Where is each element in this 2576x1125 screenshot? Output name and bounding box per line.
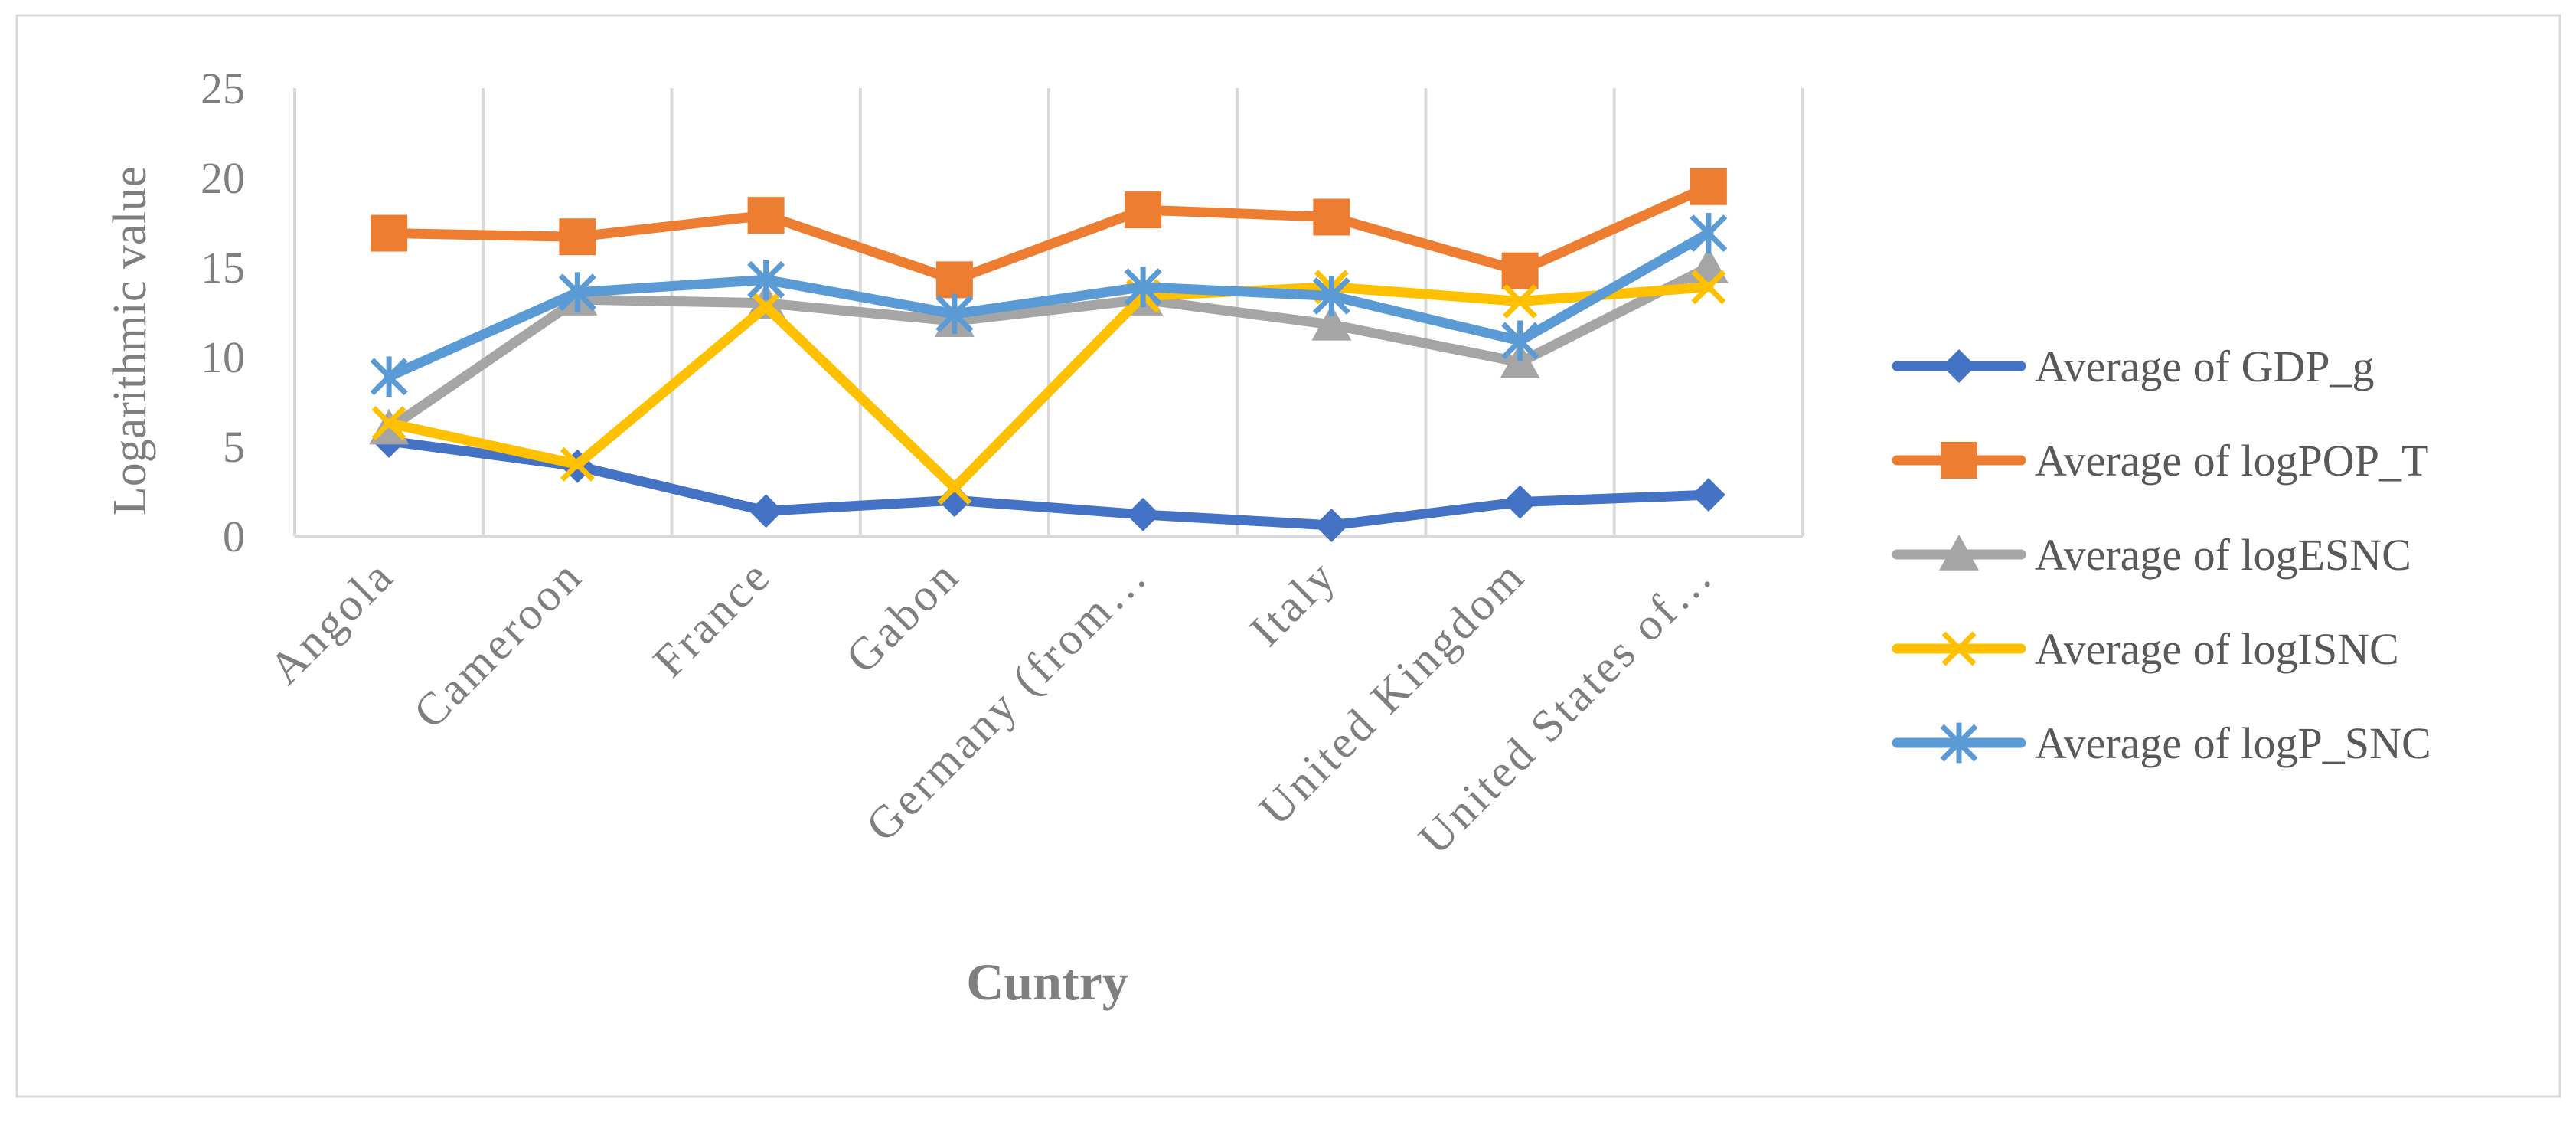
data-point: [1313, 198, 1350, 236]
data-point: [1503, 485, 1537, 519]
legend-marker: [1942, 349, 1976, 383]
legend-entry: Average of logISNC: [1892, 624, 2399, 674]
legend-entry: Average of logPOP_T: [1892, 436, 2428, 486]
data-point: [747, 197, 785, 234]
series-line: [384, 228, 1714, 382]
y-tick-label: 5: [223, 422, 245, 472]
legend-label: Average of logISNC: [2035, 624, 2399, 674]
data-point: [560, 446, 595, 482]
data-point: [937, 483, 971, 518]
data-point: [935, 261, 973, 299]
data-point: [1126, 497, 1161, 531]
legend-label: Average of logPOP_T: [2035, 436, 2428, 486]
legend-marker: [1939, 535, 1979, 571]
series: [369, 168, 1729, 542]
series-group: [371, 168, 1727, 299]
series-line: [384, 182, 1714, 285]
y-tick-label: 15: [201, 243, 245, 293]
legend-entry: Average of GDP_g: [1892, 342, 2374, 391]
legend-entry: Average of logESNC: [1892, 530, 2411, 580]
y-tick-label: 10: [201, 332, 245, 382]
legend-label: Average of GDP_g: [2035, 342, 2374, 391]
series-line: [384, 282, 1714, 493]
data-point: [1124, 267, 1162, 308]
y-axis-title: Logarithmic value: [104, 166, 156, 515]
data-point: [749, 289, 784, 324]
data-point: [559, 218, 596, 256]
y-tick-label: 25: [201, 64, 245, 113]
data-point: [371, 406, 406, 441]
data-point: [1314, 508, 1349, 542]
series-line: [384, 436, 1714, 531]
data-point: [371, 214, 408, 252]
legend: Average of GDP_g Average of logPOP_T Avera…: [1892, 342, 2431, 768]
data-point: [1501, 320, 1539, 361]
data-point: [1691, 270, 1726, 305]
data-point: [747, 259, 785, 300]
data-point: [1312, 276, 1350, 316]
y-tick-label: 0: [223, 512, 245, 561]
legend-entry: Average of logP_SNC: [1892, 718, 2431, 768]
data-point: [1311, 304, 1352, 341]
data-point: [1501, 252, 1539, 289]
data-point: [749, 494, 783, 528]
legend-label: Average of logESNC: [2035, 530, 2411, 580]
data-point: [1125, 191, 1162, 229]
data-point: [1690, 213, 1728, 253]
data-point: [935, 293, 974, 335]
legend-marker: [1941, 442, 1977, 479]
data-point: [1691, 478, 1725, 512]
data-point: [370, 356, 408, 397]
y-tick-label: 20: [201, 153, 245, 203]
series-line: [384, 262, 1714, 434]
series-group: [371, 270, 1726, 505]
chart-border: [15, 14, 2561, 1098]
legend-label: Average of logP_SNC: [2035, 718, 2431, 768]
data-point: [937, 470, 972, 505]
data-point: [1690, 168, 1727, 205]
data-point: [558, 272, 596, 313]
x-axis-title: Cuntry: [966, 953, 1128, 1011]
legend-marker: [1941, 631, 1977, 666]
legend-marker: [1940, 722, 1978, 764]
series-group: [370, 213, 1728, 397]
data-point: [1503, 283, 1538, 319]
